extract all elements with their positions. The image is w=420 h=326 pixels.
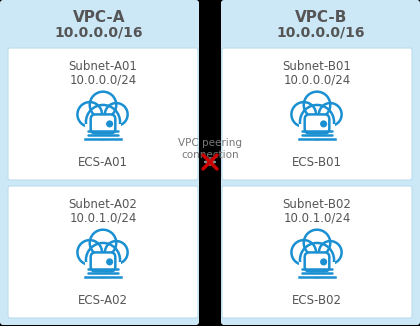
Text: ECS-A01: ECS-A01 [78, 156, 128, 169]
Text: 10.0.0.0/16: 10.0.0.0/16 [55, 26, 143, 40]
FancyBboxPatch shape [91, 252, 116, 271]
Circle shape [300, 105, 334, 139]
FancyBboxPatch shape [85, 262, 121, 278]
Text: 10.0.1.0/24: 10.0.1.0/24 [69, 212, 136, 225]
Text: connection: connection [181, 150, 239, 160]
Text: VPC-A: VPC-A [73, 10, 125, 25]
Text: Subnet-A02: Subnet-A02 [68, 198, 137, 211]
Circle shape [107, 121, 113, 127]
FancyBboxPatch shape [0, 0, 199, 325]
Circle shape [321, 121, 326, 127]
Text: ECS-B02: ECS-B02 [292, 293, 342, 306]
Circle shape [86, 105, 120, 139]
Circle shape [291, 240, 316, 265]
FancyBboxPatch shape [298, 261, 336, 278]
Circle shape [77, 102, 102, 127]
FancyBboxPatch shape [8, 186, 198, 318]
FancyBboxPatch shape [304, 252, 329, 271]
Circle shape [90, 92, 116, 118]
Text: Subnet-B02: Subnet-B02 [283, 198, 352, 211]
FancyBboxPatch shape [85, 124, 121, 140]
FancyBboxPatch shape [8, 48, 198, 180]
FancyBboxPatch shape [304, 114, 329, 133]
FancyBboxPatch shape [222, 48, 412, 180]
FancyBboxPatch shape [298, 123, 336, 140]
FancyBboxPatch shape [222, 186, 412, 318]
Text: VPC-B: VPC-B [295, 10, 347, 25]
Circle shape [300, 243, 334, 277]
FancyBboxPatch shape [221, 0, 420, 325]
FancyBboxPatch shape [299, 262, 335, 278]
Circle shape [77, 240, 102, 265]
Circle shape [105, 103, 128, 126]
Text: Subnet-B01: Subnet-B01 [283, 60, 352, 72]
Circle shape [86, 243, 120, 277]
FancyBboxPatch shape [91, 114, 116, 133]
Circle shape [291, 102, 316, 127]
Circle shape [90, 230, 116, 256]
Text: ECS-A02: ECS-A02 [78, 293, 128, 306]
Text: 10.0.0.0/16: 10.0.0.0/16 [277, 26, 365, 40]
Circle shape [107, 259, 113, 265]
Text: 10.0.0.0/24: 10.0.0.0/24 [284, 73, 351, 86]
Circle shape [319, 103, 341, 126]
FancyBboxPatch shape [84, 123, 122, 140]
Circle shape [321, 259, 326, 265]
Circle shape [304, 230, 330, 256]
Text: 10.0.0.0/24: 10.0.0.0/24 [69, 73, 136, 86]
Text: Subnet-A01: Subnet-A01 [68, 60, 137, 72]
Circle shape [319, 241, 341, 264]
Circle shape [105, 241, 128, 264]
Text: ECS-B01: ECS-B01 [292, 156, 342, 169]
Text: VPC peering: VPC peering [178, 138, 242, 148]
Circle shape [304, 92, 330, 118]
FancyBboxPatch shape [299, 124, 335, 140]
FancyBboxPatch shape [84, 261, 122, 278]
Text: 10.0.1.0/24: 10.0.1.0/24 [284, 212, 351, 225]
